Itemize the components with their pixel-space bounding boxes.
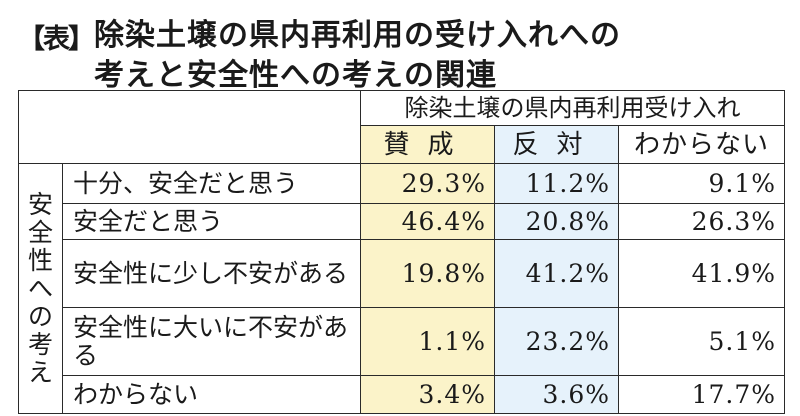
title-line-2: 考えと安全性への考えの関連 <box>94 58 497 93</box>
table-row: 安全性に少し不安がある 19.8% 41.2% 41.9% <box>19 239 786 308</box>
title-line-1: 除染土壌の県内再利用の受け入れへの <box>94 18 621 53</box>
table-row: 安全だと思う 46.4% 20.8% 26.3% <box>19 203 786 240</box>
cell-agree: 19.8% <box>360 239 495 308</box>
table-row: わからない 3.4% 3.6% 17.7% <box>19 375 786 414</box>
blank-corner-cell <box>18 90 361 164</box>
cell-oppose: 23.2% <box>494 307 619 376</box>
row-label: 十分、安全だと思う <box>62 163 361 204</box>
cell-dont-know: 5.1% <box>617 307 786 376</box>
cell-agree: 29.3% <box>360 163 495 204</box>
cell-oppose: 11.2% <box>494 163 619 204</box>
title-badge: 【表】 <box>18 24 95 55</box>
row-group-label-text: 安全性への考え <box>27 189 53 387</box>
cell-oppose: 41.2% <box>494 239 619 308</box>
cell-oppose: 20.8% <box>494 203 619 240</box>
column-header-dont-know: わからない <box>617 125 786 164</box>
row-group-label: 安全性への考え <box>18 163 63 414</box>
column-header-agree: 賛成 <box>360 125 495 164</box>
cell-dont-know: 41.9% <box>617 239 786 308</box>
table-row: 安全性への考え 十分、安全だと思う 29.3% 11.2% 9.1% <box>18 163 786 414</box>
column-group-header: 除染土壌の県内再利用受け入れ <box>359 90 786 126</box>
row-label: 安全性に少し不安がある <box>62 239 361 308</box>
cell-dont-know: 9.1% <box>617 163 786 204</box>
row-label: 安全だと思う <box>62 203 361 240</box>
cell-oppose: 3.6% <box>494 375 619 414</box>
cell-dont-know: 26.3% <box>617 203 786 240</box>
cell-dont-know: 17.7% <box>617 375 786 414</box>
row-label: 安全性に大いに不安がある <box>62 307 361 376</box>
column-header-oppose: 反対 <box>494 125 619 164</box>
cell-agree: 1.1% <box>360 307 495 376</box>
cross-tab-table: 除染土壌の県内再利用受け入れ 賛成 反対 わからない 安全性への考え 十分、安全… <box>18 90 786 414</box>
table-row: 安全性に大いに不安がある 1.1% 23.2% 5.1% <box>19 307 786 376</box>
cell-agree: 3.4% <box>360 375 495 414</box>
table-title: 【表】 除染土壌の県内再利用の受け入れへの 考えと安全性への考えの関連 <box>10 8 790 93</box>
cell-agree: 46.4% <box>360 203 495 240</box>
row-label: わからない <box>62 375 361 414</box>
